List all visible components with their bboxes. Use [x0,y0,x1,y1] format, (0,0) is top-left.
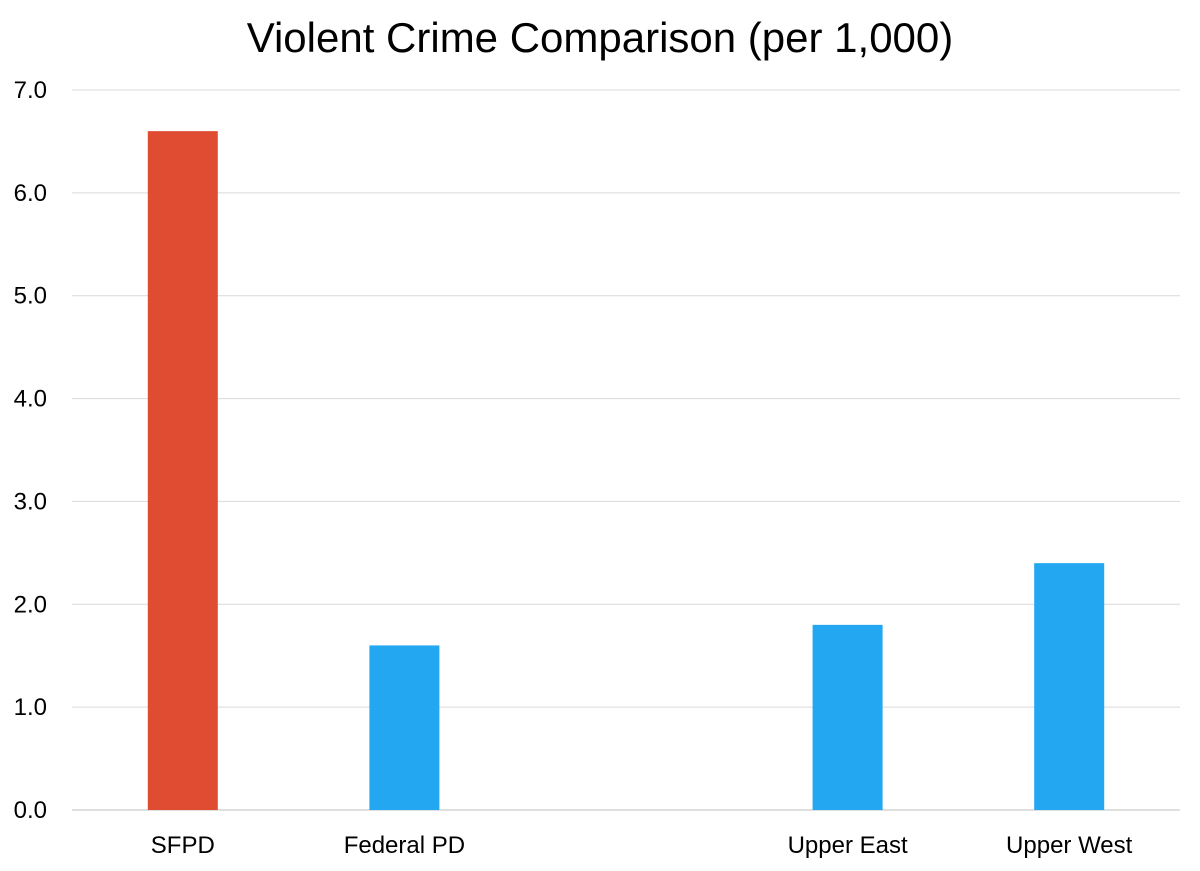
y-tick-label: 4.0 [14,386,47,413]
bar-sfpd [147,131,218,811]
y-tick-label: 3.0 [14,488,47,515]
y-axis-ticks: 0.0 1.0 2.0 3.0 4.0 5.0 6.0 7.0 [14,77,47,824]
y-tick-label: 1.0 [14,694,47,721]
gridlines [72,89,1180,811]
y-tick-label: 7.0 [14,77,47,104]
x-category-label: Upper West [1006,832,1133,859]
y-tick-label: 6.0 [14,180,47,207]
x-category-label: Upper East [788,832,908,859]
bars [147,131,1105,811]
y-tick-label: 2.0 [14,591,47,618]
chart-title: Violent Crime Comparison (per 1,000) [246,14,954,61]
bar-upper-east [812,624,883,810]
x-category-label: SFPD [151,832,215,859]
x-category-label: Federal PD [344,832,465,859]
x-axis-labels: SFPD Federal PD Upper East Upper West [151,832,1133,859]
bar-federal-pd [369,645,440,810]
y-tick-label: 0.0 [14,797,47,824]
bar-upper-west [1034,563,1105,810]
y-tick-label: 5.0 [14,283,47,310]
